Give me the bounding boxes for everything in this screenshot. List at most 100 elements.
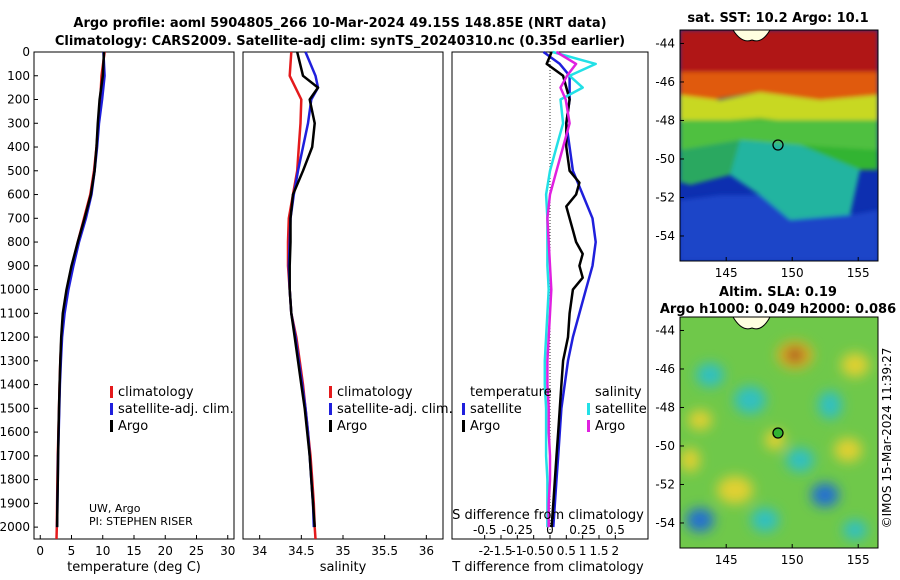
x-tick-label: 34 (252, 544, 267, 558)
sst-map-frame (679, 29, 879, 262)
depth-tick-label: 1000 (0, 283, 30, 297)
sst-latitude-labels: -44 -46 -48 -50 -52 -54 (655, 36, 684, 243)
depth-tick-label: 500 (7, 164, 30, 178)
lat-tick-label: -46 (655, 362, 675, 376)
legend-label-satellite-clim: satellite-adj. clim. (118, 402, 234, 417)
depth-tick-label: 700 (7, 211, 30, 225)
legend-heading-temperature: temperature (470, 385, 552, 400)
lon-tick-label: 150 (781, 266, 804, 280)
s-difference-tick-labels: -0.5 -0.25 0 0.25 0.5 (473, 523, 625, 537)
depth-tick-label: 1700 (0, 449, 30, 463)
salinity-axes-box (242, 51, 444, 540)
series-line-salinity-satellite (543, 50, 597, 528)
salinity-axis-label: salinity (320, 560, 367, 575)
lat-tick-label: -44 (655, 36, 675, 50)
x-tick-label: 25 (189, 544, 204, 558)
depth-tick-label: 0 (22, 45, 30, 59)
temperature-tick-labels: 0 5 10 15 20 25 30 (36, 535, 235, 558)
argo-position-marker (772, 139, 784, 151)
depth-tick-label: 200 (7, 93, 30, 107)
lon-tick-label: 155 (847, 266, 870, 280)
sst-map-title: sat. SST: 10.2 Argo: 10.1 (687, 11, 868, 26)
lon-tick-label: 150 (781, 553, 804, 567)
t-difference-tick-labels: -2-1.5-1-0.5 0 0.5 1 1.5 2 (479, 535, 619, 558)
difference-legend: temperature salinity satellite Argo sate… (462, 385, 647, 434)
lat-tick-label: -54 (655, 229, 675, 243)
depth-tick-label: 900 (7, 259, 30, 273)
lat-tick-label: -48 (655, 400, 675, 414)
depth-tick-label: 2000 (0, 520, 30, 534)
salinity-tick-labels: 34 34.5 35 35.5 36 (252, 535, 434, 558)
depth-tick-label: 1800 (0, 473, 30, 487)
lon-tick-label: 155 (847, 553, 870, 567)
salinity-panel: 34 34.5 35 35.5 36 salinity climatology sate… (242, 51, 453, 575)
legend-label-satellite-clim: satellite-adj. clim. (337, 402, 453, 417)
argo-position-marker (772, 427, 784, 439)
temperature-panel: 0100200300400500600700800900100011001200… (0, 45, 235, 575)
x-tick-label: 2 (612, 544, 620, 558)
lat-tick-label: -50 (655, 439, 675, 453)
legend-label-s-argo: Argo (595, 419, 625, 434)
depth-tick-label: 1900 (0, 496, 30, 510)
legend-label-climatology: climatology (118, 385, 194, 400)
sst-longitude-labels: 145 150 155 (715, 257, 870, 280)
s-difference-axis-label: S difference from climatology (452, 508, 644, 523)
series-line-argo (288, 51, 320, 528)
s-difference-tick-label: 0.25 (569, 523, 596, 537)
altimetry-map-panel: Altim. SLA: 0.19 Argo h1000: 0.049 h2000… (655, 285, 896, 567)
depth-tick-label: 100 (7, 69, 30, 83)
depth-tick-label: 1600 (0, 425, 30, 439)
legend-label-climatology: climatology (337, 385, 413, 400)
x-tick-label: 5 (68, 544, 76, 558)
x-tick-label: -1.5 (489, 544, 512, 558)
lat-tick-label: -44 (655, 323, 675, 337)
x-tick-label: 0.5 (557, 544, 576, 558)
depth-tick-labels: 0 100 200 300 400 500 600 700 800 900 1000 1100 1200… (0, 45, 38, 534)
legend-swatch-satellite-clim (110, 403, 113, 415)
temperature-axes-box (33, 51, 235, 540)
depth-tick-label: 1200 (0, 330, 30, 344)
s-difference-tick-label: -0.25 (502, 523, 533, 537)
lon-tick-label: 145 (715, 266, 738, 280)
salinity-series (286, 51, 320, 540)
x-tick-label: 34.5 (288, 544, 315, 558)
temperature-series (55, 51, 106, 540)
x-tick-label: 15 (126, 544, 141, 558)
figure-title-line1: Argo profile: aoml 5904805_266 10-Mar-20… (73, 16, 606, 31)
legend-swatch-s-satellite (587, 403, 590, 415)
depth-tick-label: 400 (7, 140, 30, 154)
x-tick-label: -1 (511, 544, 523, 558)
temperature-legend: climatology satellite-adj. clim. Argo (110, 385, 234, 434)
timestamp-credit: ©IMOS 15-Mar-2024 11:39:27 (880, 348, 894, 529)
legend-label-t-satellite: satellite (470, 402, 522, 417)
legend-swatch-t-argo (462, 420, 465, 432)
x-tick-label: 0 (546, 544, 554, 558)
legend-heading-salinity: salinity (595, 385, 642, 400)
x-tick-label: -2 (479, 544, 491, 558)
x-tick-label: 20 (158, 544, 173, 558)
difference-panel: -2-1.5-1-0.5 0 0.5 1 1.5 2 -0.5 -0.25 0 0.25 0.5 … (451, 50, 649, 575)
legend-swatch-argo (329, 420, 332, 432)
altimetry-map-title-line2: Argo h1000: 0.049 h2000: 0.086 (660, 302, 896, 317)
altimetry-map-title-line1: Altim. SLA: 0.19 (719, 285, 837, 300)
temperature-axis-label: temperature (deg C) (67, 560, 201, 575)
depth-tick-label: 1500 (0, 401, 30, 415)
lat-tick-label: -54 (655, 516, 675, 530)
x-tick-label: 1.5 (589, 544, 608, 558)
s-difference-tick-label: 0.5 (606, 523, 625, 537)
altimetry-map-frame (679, 316, 879, 549)
lat-tick-label: -48 (655, 113, 675, 127)
depth-tick-label: 1300 (0, 354, 30, 368)
credit-institution: UW, Argo (89, 502, 141, 515)
lat-tick-label: -50 (655, 152, 675, 166)
altimetry-latitude-labels: -44 -46 -48 -50 -52 -54 (655, 323, 684, 530)
legend-label-argo: Argo (337, 419, 367, 434)
legend-label-s-satellite: satellite (595, 402, 647, 417)
legend-swatch-satellite-clim (329, 403, 332, 415)
legend-swatch-t-satellite (462, 403, 465, 415)
series-line-argo (55, 51, 106, 528)
x-tick-label: 0 (36, 544, 44, 558)
depth-tick-label: 300 (7, 116, 30, 130)
lat-tick-label: -52 (655, 477, 675, 491)
